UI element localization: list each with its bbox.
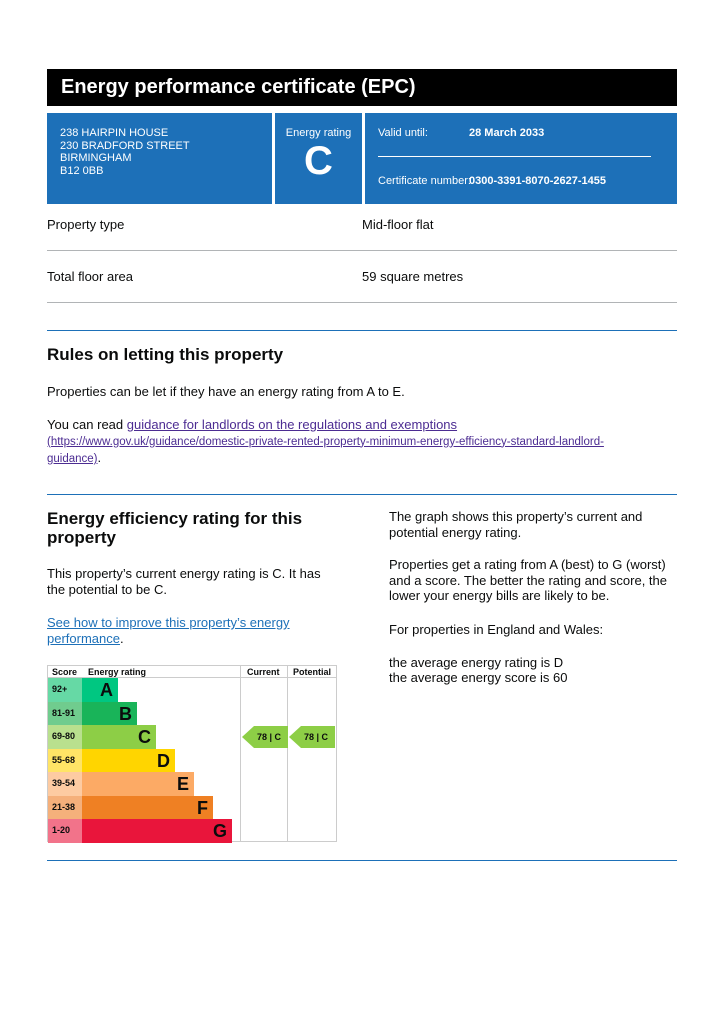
floor-area-row: Total floor area 59 square metres (47, 251, 677, 303)
band-bar-b: B (82, 701, 137, 725)
band-score-e: 39-54 (48, 772, 82, 796)
section-divider (47, 860, 677, 861)
certificate-number-label: Certificate number: (378, 175, 471, 187)
page-title: Energy performance certificate (EPC) (47, 69, 677, 106)
column-divider (240, 666, 241, 841)
column-divider (287, 666, 288, 841)
guidance-link[interactable]: guidance for landlords on the regulation… (126, 417, 458, 432)
band-score-b: 81-91 (48, 701, 82, 725)
property-type-value: Mid-floor flat (362, 217, 434, 232)
property-type-label: Property type (47, 217, 125, 232)
address-line: B12 0BB (60, 164, 104, 177)
band-bar-f: F (82, 795, 213, 819)
guidance-suffix: . (97, 450, 102, 465)
potential-rating-arrow: 78 | C (289, 726, 335, 748)
certificate-number-value: 0300-3391-8070-2627-1455 (469, 175, 607, 187)
improve-link[interactable]: See how to improve this property’s energ… (47, 615, 290, 646)
energy-rating-box: Energy rating C (275, 113, 362, 204)
average-score: the average energy score is 60 (389, 670, 568, 685)
section-divider (47, 494, 677, 495)
address-line: 230 BRADFORD STREET (60, 139, 190, 152)
valid-until-label: Valid until: (378, 127, 428, 139)
improve-suffix: . (119, 630, 124, 646)
efficiency-heading: Energy efficiency rating for this proper… (47, 509, 303, 547)
band-bar-d: D (82, 748, 175, 772)
energy-rating-value: C (304, 139, 333, 183)
band-bar-a: A (82, 678, 118, 702)
header-divider (48, 677, 336, 678)
guidance-url[interactable]: (https://www.gov.uk/guidance/domestic-pr… (47, 435, 604, 466)
band-score-f: 21-38 (48, 795, 82, 819)
efficiency-text: This property’s current energy rating is… (47, 566, 321, 597)
header-current: Current (247, 667, 280, 677)
band-bar-g: G (82, 819, 232, 843)
valid-until-value: 28 March 2033 (469, 127, 545, 139)
band-score-a: 92+ (48, 678, 82, 702)
floor-area-label: Total floor area (47, 269, 133, 284)
average-rating: the average energy rating is D (389, 655, 564, 670)
band-score-c: 69-80 (48, 725, 82, 749)
region-label: For properties in England and Wales: (389, 622, 604, 637)
header-potential: Potential (293, 667, 332, 677)
band-score-d: 55-68 (48, 748, 82, 772)
band-bar-c: C (82, 725, 156, 749)
address-line: 238 HAIRPIN HOUSE (60, 127, 169, 139)
rules-guidance: You can read guidance for landlords on t… (47, 417, 647, 468)
guidance-prefix: You can read (47, 417, 127, 432)
address-line: BIRMINGHAM (60, 152, 132, 164)
energy-rating-label: Energy rating (285, 127, 352, 139)
header-energy-rating: Energy rating (88, 667, 147, 677)
rating-explainer: Properties get a rating from A (best) to… (389, 557, 667, 603)
address-box: 238 HAIRPIN HOUSE 230 BRADFORD STREET BI… (47, 113, 272, 204)
current-rating-arrow: 78 | C (242, 726, 288, 748)
certificate-box: Valid until: 28 March 2033 Certificate n… (365, 113, 677, 204)
energy-rating-chart: Score Energy rating Current Potential 92… (47, 665, 337, 843)
floor-area-value: 59 square metres (362, 269, 464, 284)
header-score: Score (52, 667, 78, 677)
improve-paragraph: See how to improve this property’s energ… (47, 615, 337, 646)
rules-text: Properties can be let if they have an en… (47, 384, 405, 399)
band-score-g: 1-20 (48, 819, 82, 843)
band-bar-e: E (82, 772, 194, 796)
section-divider (47, 330, 677, 331)
graph-explainer: The graph shows this property’s current … (389, 509, 643, 540)
rules-heading: Rules on letting this property (47, 345, 284, 364)
divider (378, 156, 651, 157)
property-type-row: Property type Mid-floor flat (47, 205, 677, 251)
